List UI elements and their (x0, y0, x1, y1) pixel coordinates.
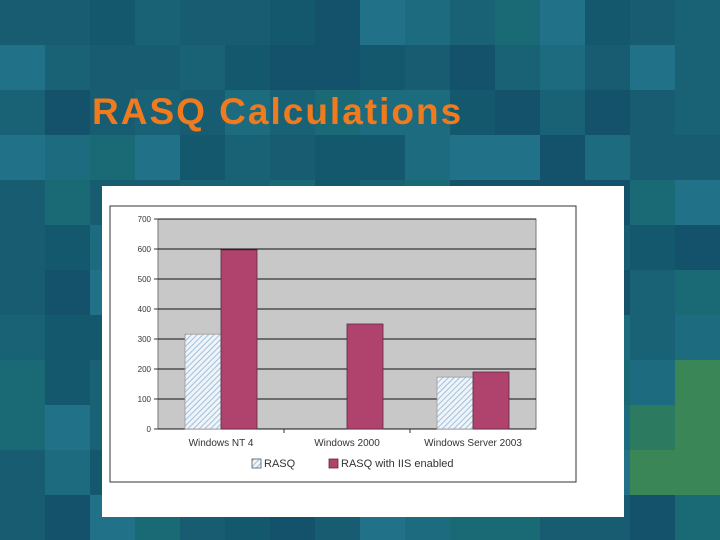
bar-rasq (436, 376, 474, 430)
legend-swatch-rasq-iis (328, 458, 339, 469)
bar-rasq (184, 333, 222, 430)
legend-label-rasq: RASQ (264, 458, 296, 470)
bar-rasq-iis (220, 249, 258, 430)
y-tick-label: 100 (138, 395, 152, 404)
chart-card: 0 100 200 300 400 500 600 700 Windows NT 4 Window… (102, 186, 624, 517)
slide-title: RASQ Calculations (92, 91, 464, 132)
x-category-label: Windows Server 2003 (424, 438, 522, 449)
bar-chart: 0 100 200 300 400 500 600 700 Windows NT 4 Window… (109, 205, 577, 483)
y-tick-label: 0 (147, 425, 152, 434)
y-tick-label: 500 (138, 275, 152, 284)
x-category-label: Windows NT 4 (189, 438, 254, 449)
bar-rasq-iis (346, 323, 384, 430)
legend-label-rasq-iis: RASQ with IIS enabled (341, 458, 454, 470)
legend-swatch-rasq (251, 458, 262, 469)
y-tick-label: 600 (138, 245, 152, 254)
y-tick-label: 700 (138, 215, 152, 224)
y-tick-label: 400 (138, 305, 152, 314)
y-tick-label: 200 (138, 365, 152, 374)
bar-rasq-iis (472, 371, 510, 430)
x-category-label: Windows 2000 (314, 438, 380, 449)
y-tick-label: 300 (138, 335, 152, 344)
